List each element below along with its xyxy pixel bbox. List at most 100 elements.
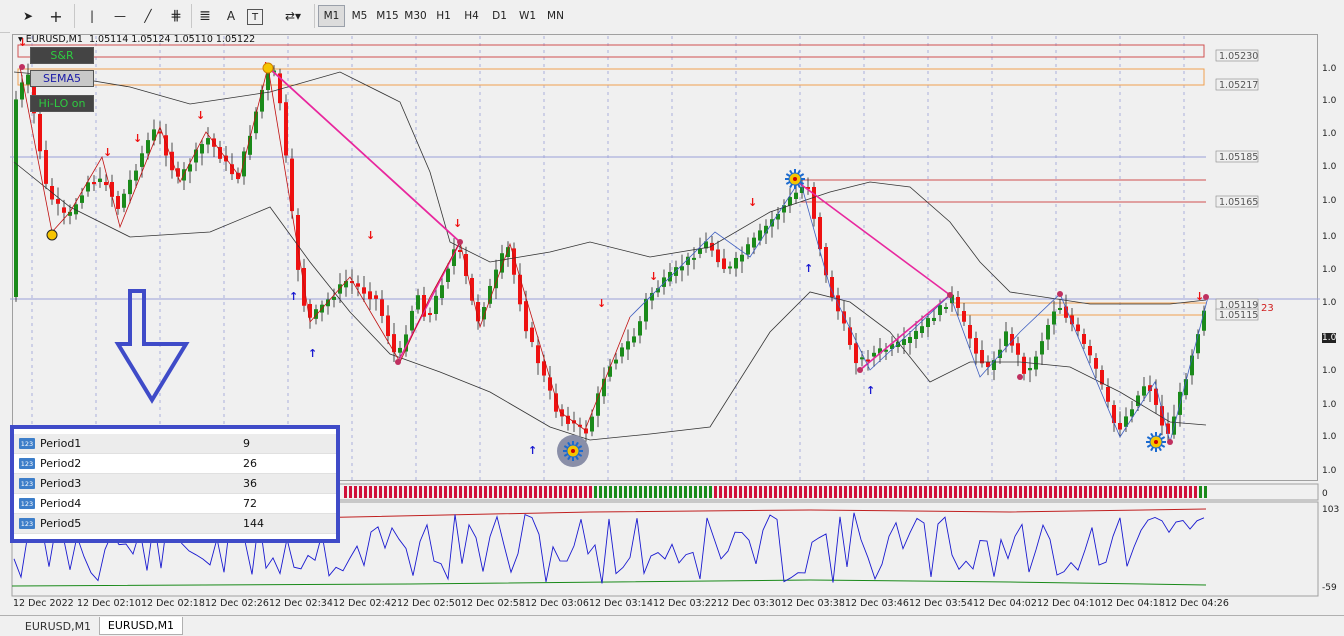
bear-candle	[986, 362, 990, 368]
price-tick: 1.0	[1322, 466, 1337, 476]
bull-bar	[664, 486, 667, 498]
horizontal-line-icon[interactable]: —	[114, 9, 126, 23]
bull-bar	[654, 486, 657, 498]
price-tick: 1.0	[1322, 64, 1337, 74]
timeframe-w1[interactable]: W1	[518, 10, 537, 22]
bear-bar	[1179, 486, 1182, 498]
integer-type-icon: 123	[19, 458, 35, 469]
bull-candle	[1004, 331, 1008, 346]
bull-candle	[1058, 307, 1062, 310]
bear-candle	[368, 291, 372, 300]
property-value[interactable]: 72	[243, 497, 257, 510]
timeframe-m5[interactable]: M5	[351, 10, 368, 22]
timeframe-m15[interactable]: M15	[376, 10, 399, 22]
chart-tab-1[interactable]: EURUSD,M1	[24, 619, 92, 633]
bear-bar	[1019, 486, 1022, 498]
timeframe-h4[interactable]: H4	[464, 10, 479, 22]
timeframe-mn[interactable]: MN	[547, 10, 564, 22]
bull-candle	[1040, 341, 1044, 355]
bear-bar	[819, 486, 822, 498]
trendline-icon[interactable]: ╱	[144, 9, 152, 23]
bear-candle	[476, 302, 480, 322]
bear-bar	[394, 486, 397, 498]
buy-arrow-icon: ↑	[308, 347, 317, 360]
hilo-toggle-button[interactable]: Hi-LO on	[30, 95, 94, 112]
property-row[interactable]: 123 Period5 144	[14, 514, 336, 534]
price-tick: 1.0	[1322, 298, 1337, 308]
sell-arrow-icon: ↓	[649, 270, 658, 283]
bear-candle	[1022, 356, 1026, 374]
bear-candle	[1106, 387, 1110, 402]
sell-arrow-icon: ↓	[453, 217, 462, 230]
bear-bar	[919, 486, 922, 498]
bull-candle	[314, 309, 318, 319]
property-row[interactable]: 123 Period2 26	[14, 454, 336, 474]
main-price-panel[interactable]	[12, 34, 1318, 481]
bull-candle	[152, 129, 156, 141]
property-row[interactable]: 123 Period3 36	[14, 474, 336, 494]
bear-bar	[1149, 486, 1152, 498]
bear-bar	[869, 486, 872, 498]
price-label: 1.05185	[1219, 152, 1258, 163]
timeframe-m30[interactable]: M30	[404, 10, 427, 22]
sell-arrow-icon: ↓	[196, 109, 205, 122]
bear-bar	[529, 486, 532, 498]
collapse-arrow-icon[interactable]: ▾	[18, 34, 26, 45]
bear-bar	[794, 486, 797, 498]
bear-candle	[428, 313, 432, 315]
chart-tab-2[interactable]: EURUSD,M1	[99, 617, 183, 635]
bear-candle	[56, 199, 60, 204]
sema5-toggle-button[interactable]: SEMA5	[30, 70, 94, 87]
bull-candle	[872, 352, 876, 357]
timeframe-m1[interactable]: M1	[318, 5, 345, 27]
arrows-icon[interactable]: ⇄▾	[284, 9, 302, 23]
time-axis-label: 12 Dec 2022	[13, 598, 74, 609]
text-icon[interactable]: A	[226, 9, 236, 23]
property-value[interactable]: 144	[243, 517, 264, 530]
bear-bar	[404, 486, 407, 498]
bull-candle	[1202, 310, 1206, 331]
bear-candle	[854, 343, 858, 364]
property-value[interactable]: 26	[243, 457, 257, 470]
bear-bar	[1129, 486, 1132, 498]
bear-bar	[419, 486, 422, 498]
bull-candle	[1028, 368, 1032, 371]
bear-bar	[1059, 486, 1062, 498]
bull-bar	[644, 486, 647, 498]
pivot-dot	[1017, 374, 1023, 380]
bear-bar	[969, 486, 972, 498]
current-price-label: 1.0	[1322, 333, 1337, 343]
property-value[interactable]: 9	[243, 437, 250, 450]
bull-candle	[26, 74, 30, 85]
fibonacci-icon[interactable]: ≣	[199, 8, 211, 24]
bear-candle	[962, 311, 966, 322]
bull-candle	[1046, 324, 1050, 340]
property-value[interactable]: 36	[243, 477, 257, 490]
cursor-icon[interactable]: ➤	[22, 9, 34, 23]
bear-bar	[864, 486, 867, 498]
bull-candle	[914, 330, 918, 339]
property-row[interactable]: 123 Period1 9	[14, 434, 336, 454]
sr-toggle-button[interactable]: S&R	[30, 47, 94, 64]
bull-candle	[1124, 416, 1128, 427]
text-label-icon[interactable]: T	[247, 9, 263, 25]
bull-candle	[254, 111, 258, 134]
channel-icon[interactable]: ⋕	[170, 8, 182, 24]
price-scale[interactable]: 1.0 1.0 1.0 1.0 1.0 1.0 1.0 1.0 1.0 1.0 1.0 1.0 1.0 0…	[1320, 34, 1344, 614]
pivot-dot	[947, 292, 953, 298]
bear-bar	[1144, 486, 1147, 498]
property-row[interactable]: 123 Period4 72	[14, 494, 336, 514]
pivot-dot	[857, 367, 863, 373]
swing-line	[19, 66, 631, 431]
vertical-line-icon[interactable]: |	[89, 9, 95, 23]
bull-bar	[614, 486, 617, 498]
bull-candle	[608, 366, 612, 377]
crosshair-icon[interactable]: +	[49, 6, 63, 26]
timeframe-h1[interactable]: H1	[436, 10, 451, 22]
bear-bar	[1054, 486, 1057, 498]
bull-bar	[694, 486, 697, 498]
bull-candle	[1190, 355, 1194, 376]
price-tick: 1.0	[1322, 366, 1337, 376]
timeframe-d1[interactable]: D1	[492, 10, 507, 22]
bear-bar	[1114, 486, 1117, 498]
